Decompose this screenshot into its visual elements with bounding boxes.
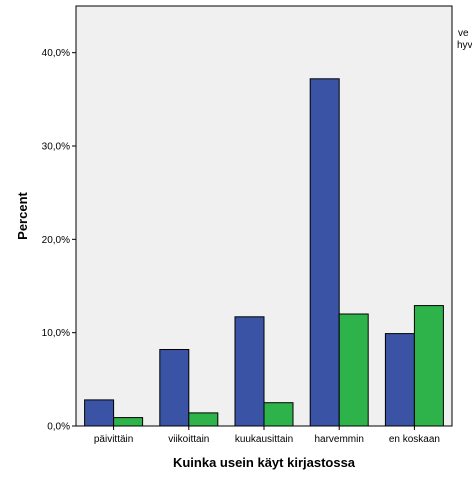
legend-fragment-1: ve	[458, 28, 469, 39]
x-tick-label: päivittäin	[94, 434, 133, 445]
bar-series2-viikoittain	[188, 412, 219, 427]
y-tick-label: 30,0%	[42, 142, 70, 153]
bar-series1-päivittäin	[84, 399, 115, 427]
x-tick-label: viikoittain	[168, 434, 209, 445]
y-tick-label: 40,0%	[42, 48, 70, 59]
bar-series2-päivittäin	[113, 417, 144, 427]
bar-series1-en-koskaan	[384, 333, 415, 427]
x-tick-label: harvemmin	[314, 434, 363, 445]
x-axis-title: Kuinka usein käyt kirjastossa	[173, 455, 356, 470]
x-tick-label: kuukausittain	[235, 434, 293, 445]
bar-series2-en-koskaan	[413, 305, 444, 427]
y-tick-label: 10,0%	[42, 328, 70, 339]
y-tick-label: 0,0%	[47, 422, 70, 433]
y-axis-title: Percent	[15, 191, 30, 239]
bar-series1-harvemmin	[309, 78, 340, 427]
x-tick-label: en koskaan	[389, 434, 440, 445]
legend-fragment-2: hyv	[457, 40, 472, 51]
bar-series1-viikoittain	[159, 349, 190, 427]
bar-series2-harvemmin	[338, 313, 369, 427]
y-tick-label: 20,0%	[42, 235, 70, 246]
bar-series2-kuukausittain	[263, 402, 294, 427]
bar-series1-kuukausittain	[234, 316, 265, 427]
